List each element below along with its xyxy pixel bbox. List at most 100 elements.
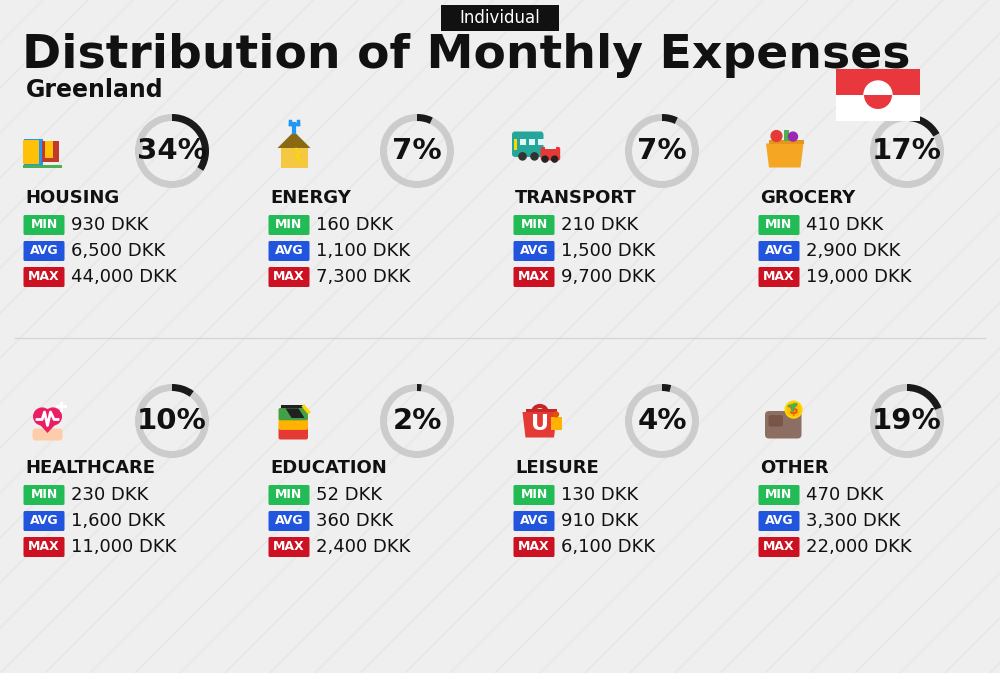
FancyBboxPatch shape: [520, 139, 526, 145]
FancyBboxPatch shape: [759, 267, 800, 287]
Wedge shape: [870, 384, 944, 458]
FancyBboxPatch shape: [280, 148, 308, 168]
Text: MIN: MIN: [275, 489, 303, 501]
Text: AVG: AVG: [520, 244, 548, 258]
Circle shape: [864, 81, 892, 109]
FancyBboxPatch shape: [45, 141, 53, 150]
FancyBboxPatch shape: [836, 69, 920, 95]
Circle shape: [552, 156, 558, 162]
Polygon shape: [286, 409, 304, 418]
FancyBboxPatch shape: [512, 131, 544, 157]
FancyBboxPatch shape: [24, 241, 64, 261]
Text: MIN: MIN: [765, 219, 793, 232]
Wedge shape: [135, 114, 209, 188]
FancyBboxPatch shape: [545, 143, 556, 149]
FancyBboxPatch shape: [441, 5, 559, 31]
FancyBboxPatch shape: [31, 155, 39, 164]
Text: HOUSING: HOUSING: [25, 189, 119, 207]
Text: MIN: MIN: [275, 219, 303, 232]
Wedge shape: [172, 114, 209, 171]
FancyBboxPatch shape: [32, 429, 62, 441]
Text: 2,400 DKK: 2,400 DKK: [316, 538, 410, 556]
Polygon shape: [278, 131, 310, 148]
Text: 19%: 19%: [872, 407, 942, 435]
FancyBboxPatch shape: [526, 409, 557, 412]
Wedge shape: [417, 114, 433, 124]
FancyBboxPatch shape: [60, 402, 63, 412]
Text: 410 DKK: 410 DKK: [806, 216, 883, 234]
Text: MAX: MAX: [763, 540, 795, 553]
Text: AVG: AVG: [30, 514, 58, 528]
Text: 160 DKK: 160 DKK: [316, 216, 393, 234]
Text: 2,900 DKK: 2,900 DKK: [806, 242, 900, 260]
Text: GROCERY: GROCERY: [760, 189, 855, 207]
Wedge shape: [135, 384, 209, 458]
FancyBboxPatch shape: [541, 147, 560, 160]
Text: AVG: AVG: [765, 514, 793, 528]
FancyBboxPatch shape: [278, 427, 308, 439]
Text: 44,000 DKK: 44,000 DKK: [71, 268, 177, 286]
FancyBboxPatch shape: [514, 267, 554, 287]
Circle shape: [785, 401, 802, 418]
Text: MIN: MIN: [520, 219, 548, 232]
Text: 17%: 17%: [872, 137, 942, 165]
Text: 1,100 DKK: 1,100 DKK: [316, 242, 410, 260]
FancyBboxPatch shape: [759, 511, 800, 531]
Text: 1,500 DKK: 1,500 DKK: [561, 242, 655, 260]
Text: AVG: AVG: [520, 514, 548, 528]
FancyBboxPatch shape: [514, 511, 554, 531]
FancyBboxPatch shape: [769, 140, 804, 143]
Circle shape: [771, 131, 782, 141]
FancyBboxPatch shape: [23, 155, 31, 164]
Text: MIN: MIN: [30, 219, 58, 232]
Text: MIN: MIN: [765, 489, 793, 501]
Text: 360 DKK: 360 DKK: [316, 512, 393, 530]
Text: Distribution of Monthly Expenses: Distribution of Monthly Expenses: [22, 34, 910, 79]
Text: MAX: MAX: [518, 540, 550, 553]
Text: AVG: AVG: [275, 514, 303, 528]
Circle shape: [44, 408, 61, 425]
Wedge shape: [625, 114, 699, 188]
Text: Individual: Individual: [460, 9, 540, 27]
Text: 1,600 DKK: 1,600 DKK: [71, 512, 165, 530]
Wedge shape: [172, 384, 194, 396]
FancyBboxPatch shape: [278, 417, 308, 430]
Circle shape: [554, 412, 558, 417]
Text: MAX: MAX: [763, 271, 795, 283]
Text: 910 DKK: 910 DKK: [561, 512, 638, 530]
Text: 52 DKK: 52 DKK: [316, 486, 382, 504]
Wedge shape: [662, 114, 678, 124]
FancyBboxPatch shape: [836, 69, 920, 121]
FancyBboxPatch shape: [42, 141, 59, 162]
FancyBboxPatch shape: [528, 139, 535, 145]
Text: U: U: [531, 414, 549, 434]
Text: EDUCATION: EDUCATION: [270, 459, 387, 477]
Wedge shape: [625, 384, 699, 458]
Text: Greenland: Greenland: [26, 78, 164, 102]
Text: MAX: MAX: [28, 271, 60, 283]
Wedge shape: [870, 114, 944, 188]
Text: 7,300 DKK: 7,300 DKK: [316, 268, 410, 286]
Wedge shape: [907, 114, 939, 137]
FancyBboxPatch shape: [23, 139, 31, 149]
FancyBboxPatch shape: [551, 417, 562, 430]
Text: 7%: 7%: [392, 137, 442, 165]
FancyBboxPatch shape: [268, 485, 310, 505]
FancyBboxPatch shape: [514, 241, 554, 261]
Text: MAX: MAX: [273, 271, 305, 283]
FancyBboxPatch shape: [45, 149, 53, 157]
FancyBboxPatch shape: [514, 485, 554, 505]
Text: 6,100 DKK: 6,100 DKK: [561, 538, 655, 556]
Text: MIN: MIN: [30, 489, 58, 501]
FancyBboxPatch shape: [759, 537, 800, 557]
Text: MIN: MIN: [520, 489, 548, 501]
FancyBboxPatch shape: [24, 537, 64, 557]
Text: 930 DKK: 930 DKK: [71, 216, 148, 234]
Polygon shape: [293, 147, 302, 164]
FancyBboxPatch shape: [268, 241, 310, 261]
FancyBboxPatch shape: [31, 139, 39, 149]
FancyBboxPatch shape: [538, 139, 544, 145]
FancyBboxPatch shape: [24, 485, 64, 505]
FancyBboxPatch shape: [281, 404, 304, 409]
FancyBboxPatch shape: [765, 411, 802, 439]
